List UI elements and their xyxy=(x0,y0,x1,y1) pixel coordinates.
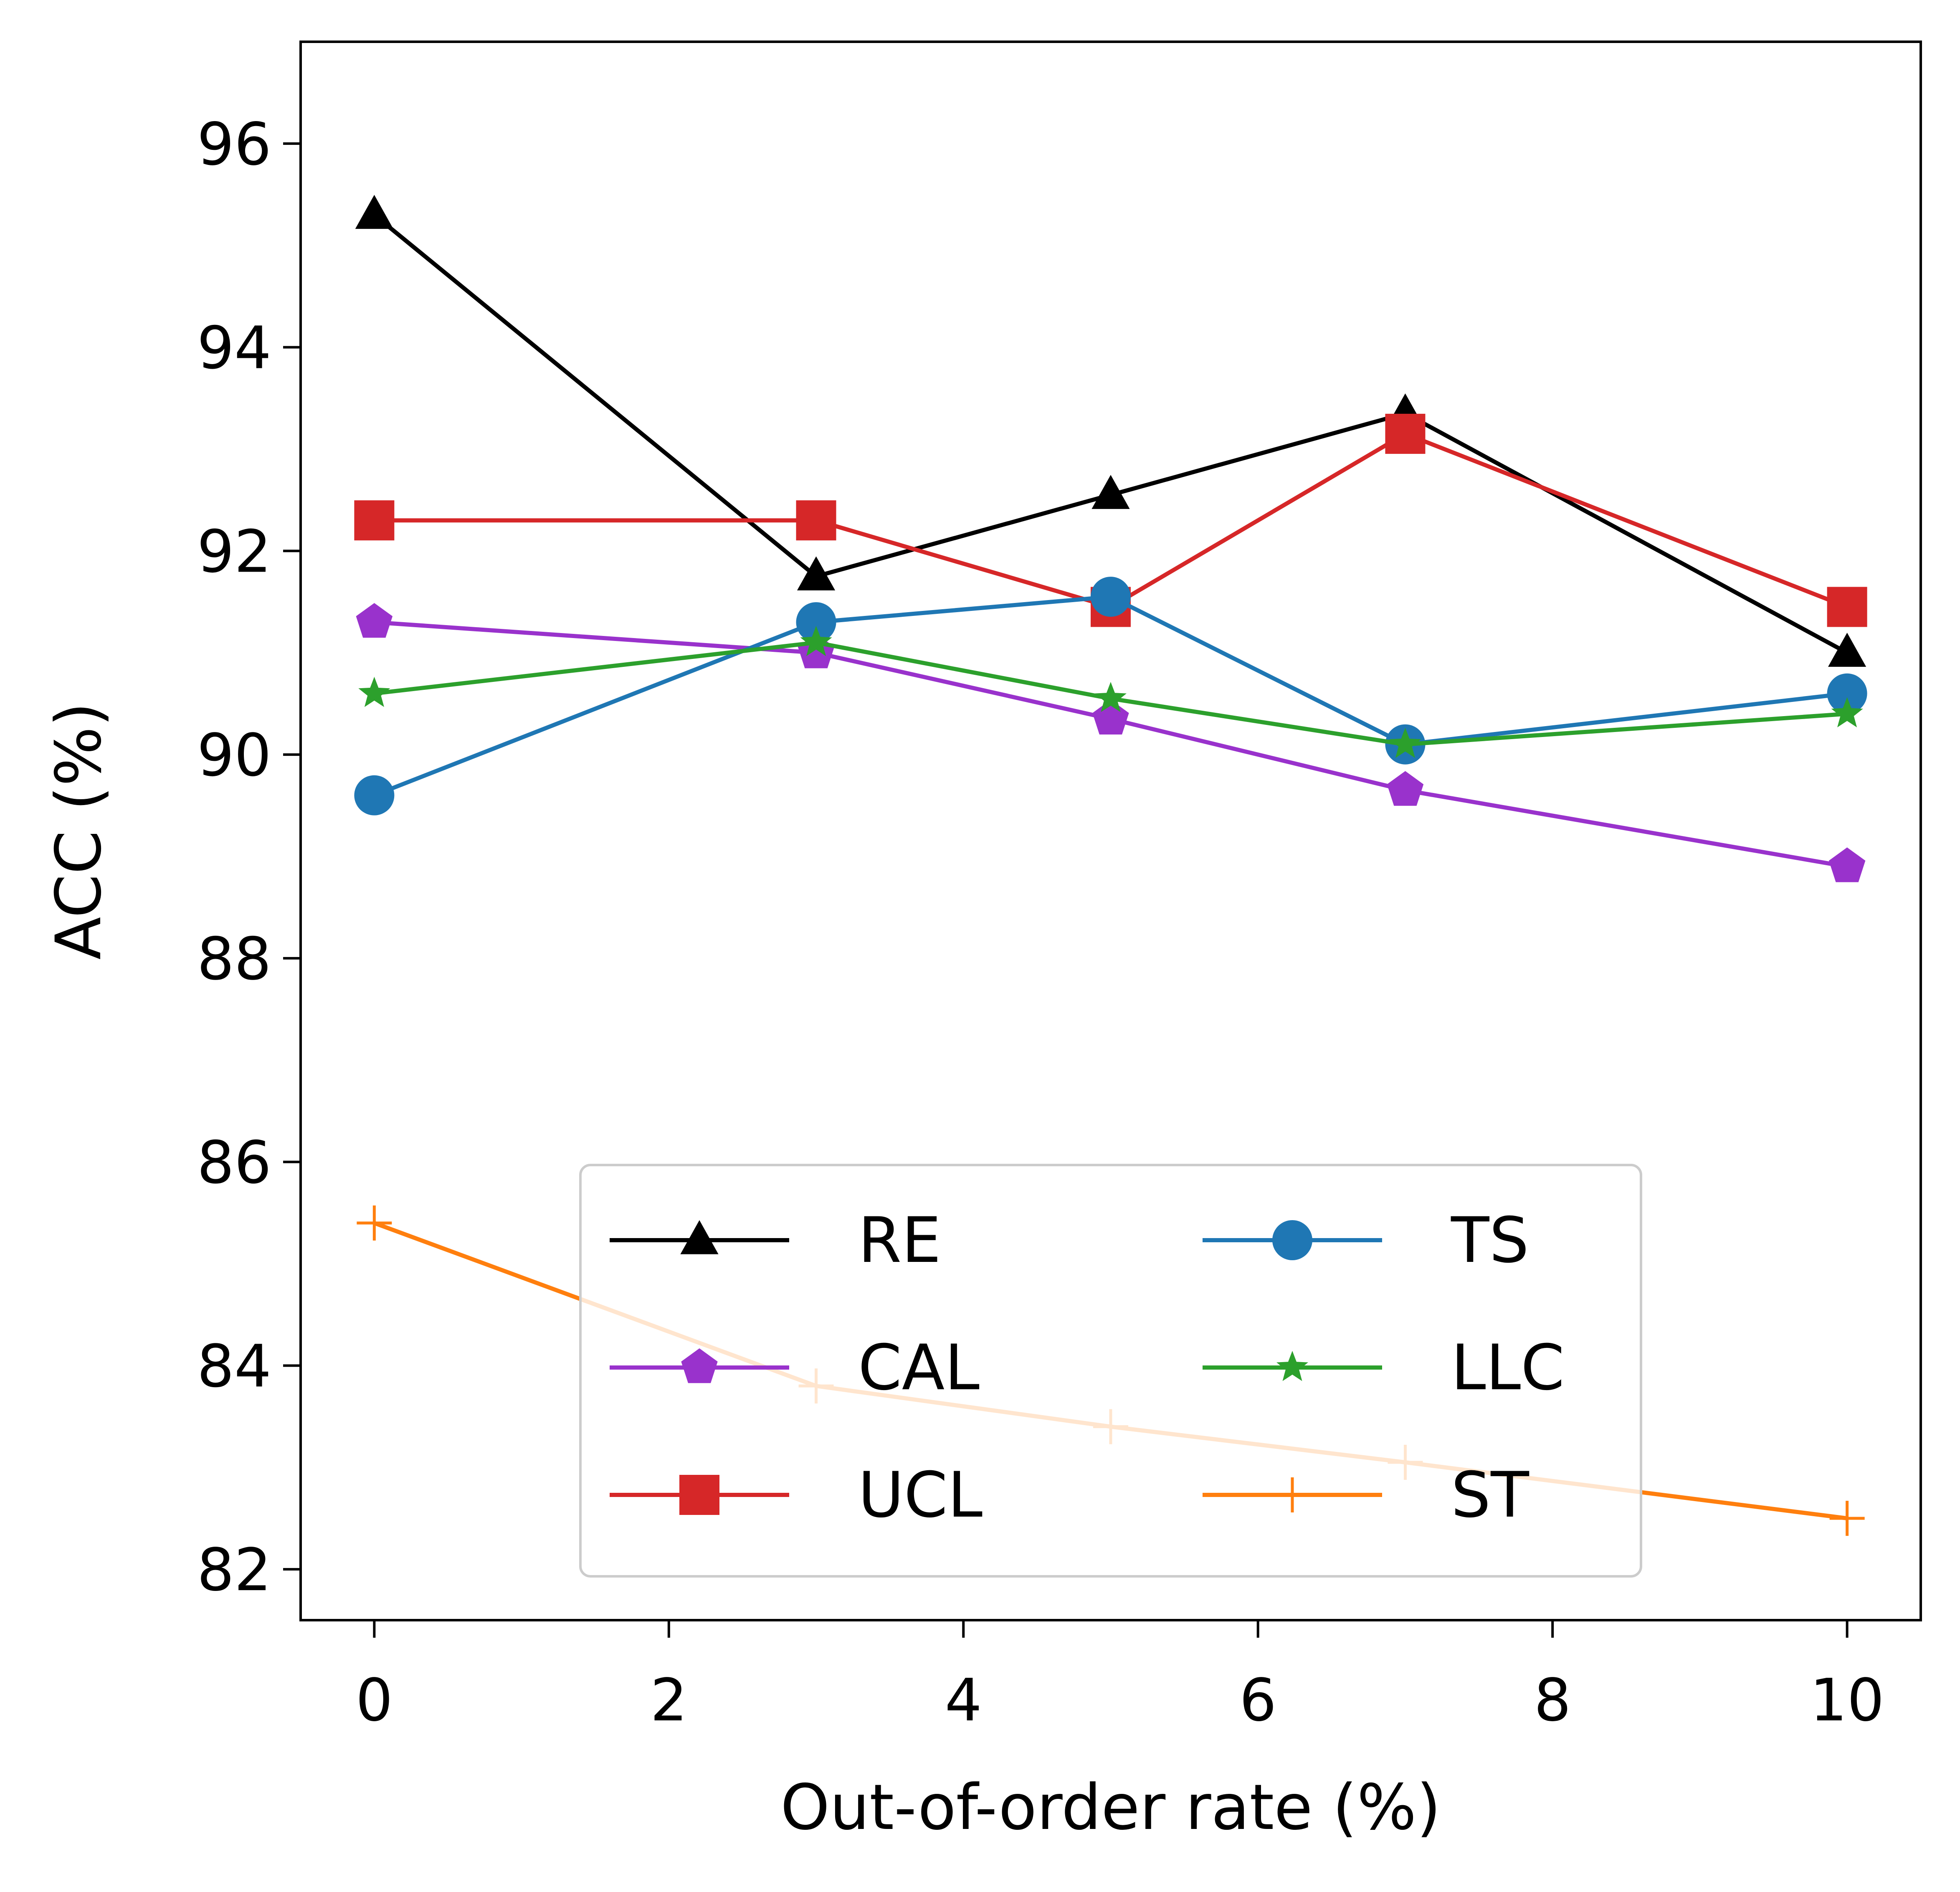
x-tick-label: 2 xyxy=(650,1667,687,1735)
x-axis-ticks: 0 2 4 6 8 10 xyxy=(356,1620,1884,1735)
x-axis-title: Out-of-order rate (%) xyxy=(780,1771,1441,1844)
y-axis-title: ACC (%) xyxy=(43,702,115,960)
legend-marker xyxy=(681,1348,718,1383)
y-tick-label: 90 xyxy=(197,722,271,790)
data-point-re xyxy=(797,556,836,590)
data-point-llc xyxy=(800,626,832,656)
legend-marker xyxy=(1275,1477,1310,1512)
data-point-cal xyxy=(1092,699,1129,735)
y-tick-label: 82 xyxy=(197,1536,271,1604)
x-tick-label: 0 xyxy=(356,1667,393,1735)
series-layer xyxy=(354,195,1867,1536)
y-tick-label: 88 xyxy=(197,925,271,993)
legend-label: RE xyxy=(858,1204,941,1277)
series-cal xyxy=(356,603,1866,882)
data-point-ts xyxy=(1091,577,1131,617)
x-tick-label: 4 xyxy=(945,1667,982,1735)
data-point-ts xyxy=(796,602,836,643)
legend-item-ucl: UCL xyxy=(610,1459,983,1532)
data-point-ucl xyxy=(1385,413,1426,454)
legend-item-cal: CAL xyxy=(610,1332,980,1404)
legend-item-ts: TS xyxy=(1203,1204,1529,1277)
x-tick-label: 10 xyxy=(1810,1667,1884,1735)
legend-item-llc: LLC xyxy=(1203,1332,1565,1404)
data-point-llc xyxy=(1389,727,1421,758)
legend-label: TS xyxy=(1451,1204,1529,1277)
x-tick-label: 6 xyxy=(1239,1667,1276,1735)
data-point-cal xyxy=(1387,771,1424,806)
data-point-cal xyxy=(1828,847,1866,882)
data-point-llc xyxy=(358,676,390,707)
data-point-llc xyxy=(1095,682,1127,712)
data-point-ucl xyxy=(796,500,836,541)
data-point-llc xyxy=(1831,697,1863,727)
y-tick-label: 94 xyxy=(197,314,271,382)
y-tick-label: 92 xyxy=(197,518,271,586)
legend: RE CAL UCL TS LLC ST xyxy=(579,1164,1642,1578)
legend-item-re: RE xyxy=(610,1204,941,1277)
data-point-re xyxy=(1091,475,1130,509)
legend-marker xyxy=(1272,1220,1312,1260)
y-tick-label: 84 xyxy=(197,1332,271,1401)
data-point-st xyxy=(357,1205,392,1241)
legend-label: UCL xyxy=(858,1459,983,1532)
data-point-re xyxy=(1828,633,1866,667)
y-tick-label: 86 xyxy=(197,1129,271,1197)
x-tick-label: 8 xyxy=(1534,1667,1571,1735)
legend-label: LLC xyxy=(1451,1332,1565,1404)
data-point-ucl xyxy=(354,500,395,541)
legend-box xyxy=(579,1164,1642,1578)
series-ts xyxy=(354,577,1867,816)
data-point-ts xyxy=(1827,673,1867,714)
data-point-ucl xyxy=(1827,587,1867,627)
y-axis-ticks: 82 84 86 88 90 92 94 96 xyxy=(197,111,301,1604)
data-point-ts xyxy=(354,775,395,816)
y-tick-label: 96 xyxy=(197,111,271,179)
plot-area-frame xyxy=(299,41,1922,1621)
legend-label: ST xyxy=(1451,1459,1530,1532)
legend-item-st: ST xyxy=(1203,1459,1530,1532)
data-point-cal xyxy=(356,603,393,638)
legend-label: CAL xyxy=(858,1332,980,1404)
data-point-st xyxy=(1829,1501,1865,1536)
series-llc xyxy=(358,626,1863,758)
data-point-re xyxy=(355,195,393,229)
legend-marker xyxy=(680,1220,719,1254)
legend-marker xyxy=(1276,1351,1308,1381)
legend-marker xyxy=(679,1475,719,1515)
